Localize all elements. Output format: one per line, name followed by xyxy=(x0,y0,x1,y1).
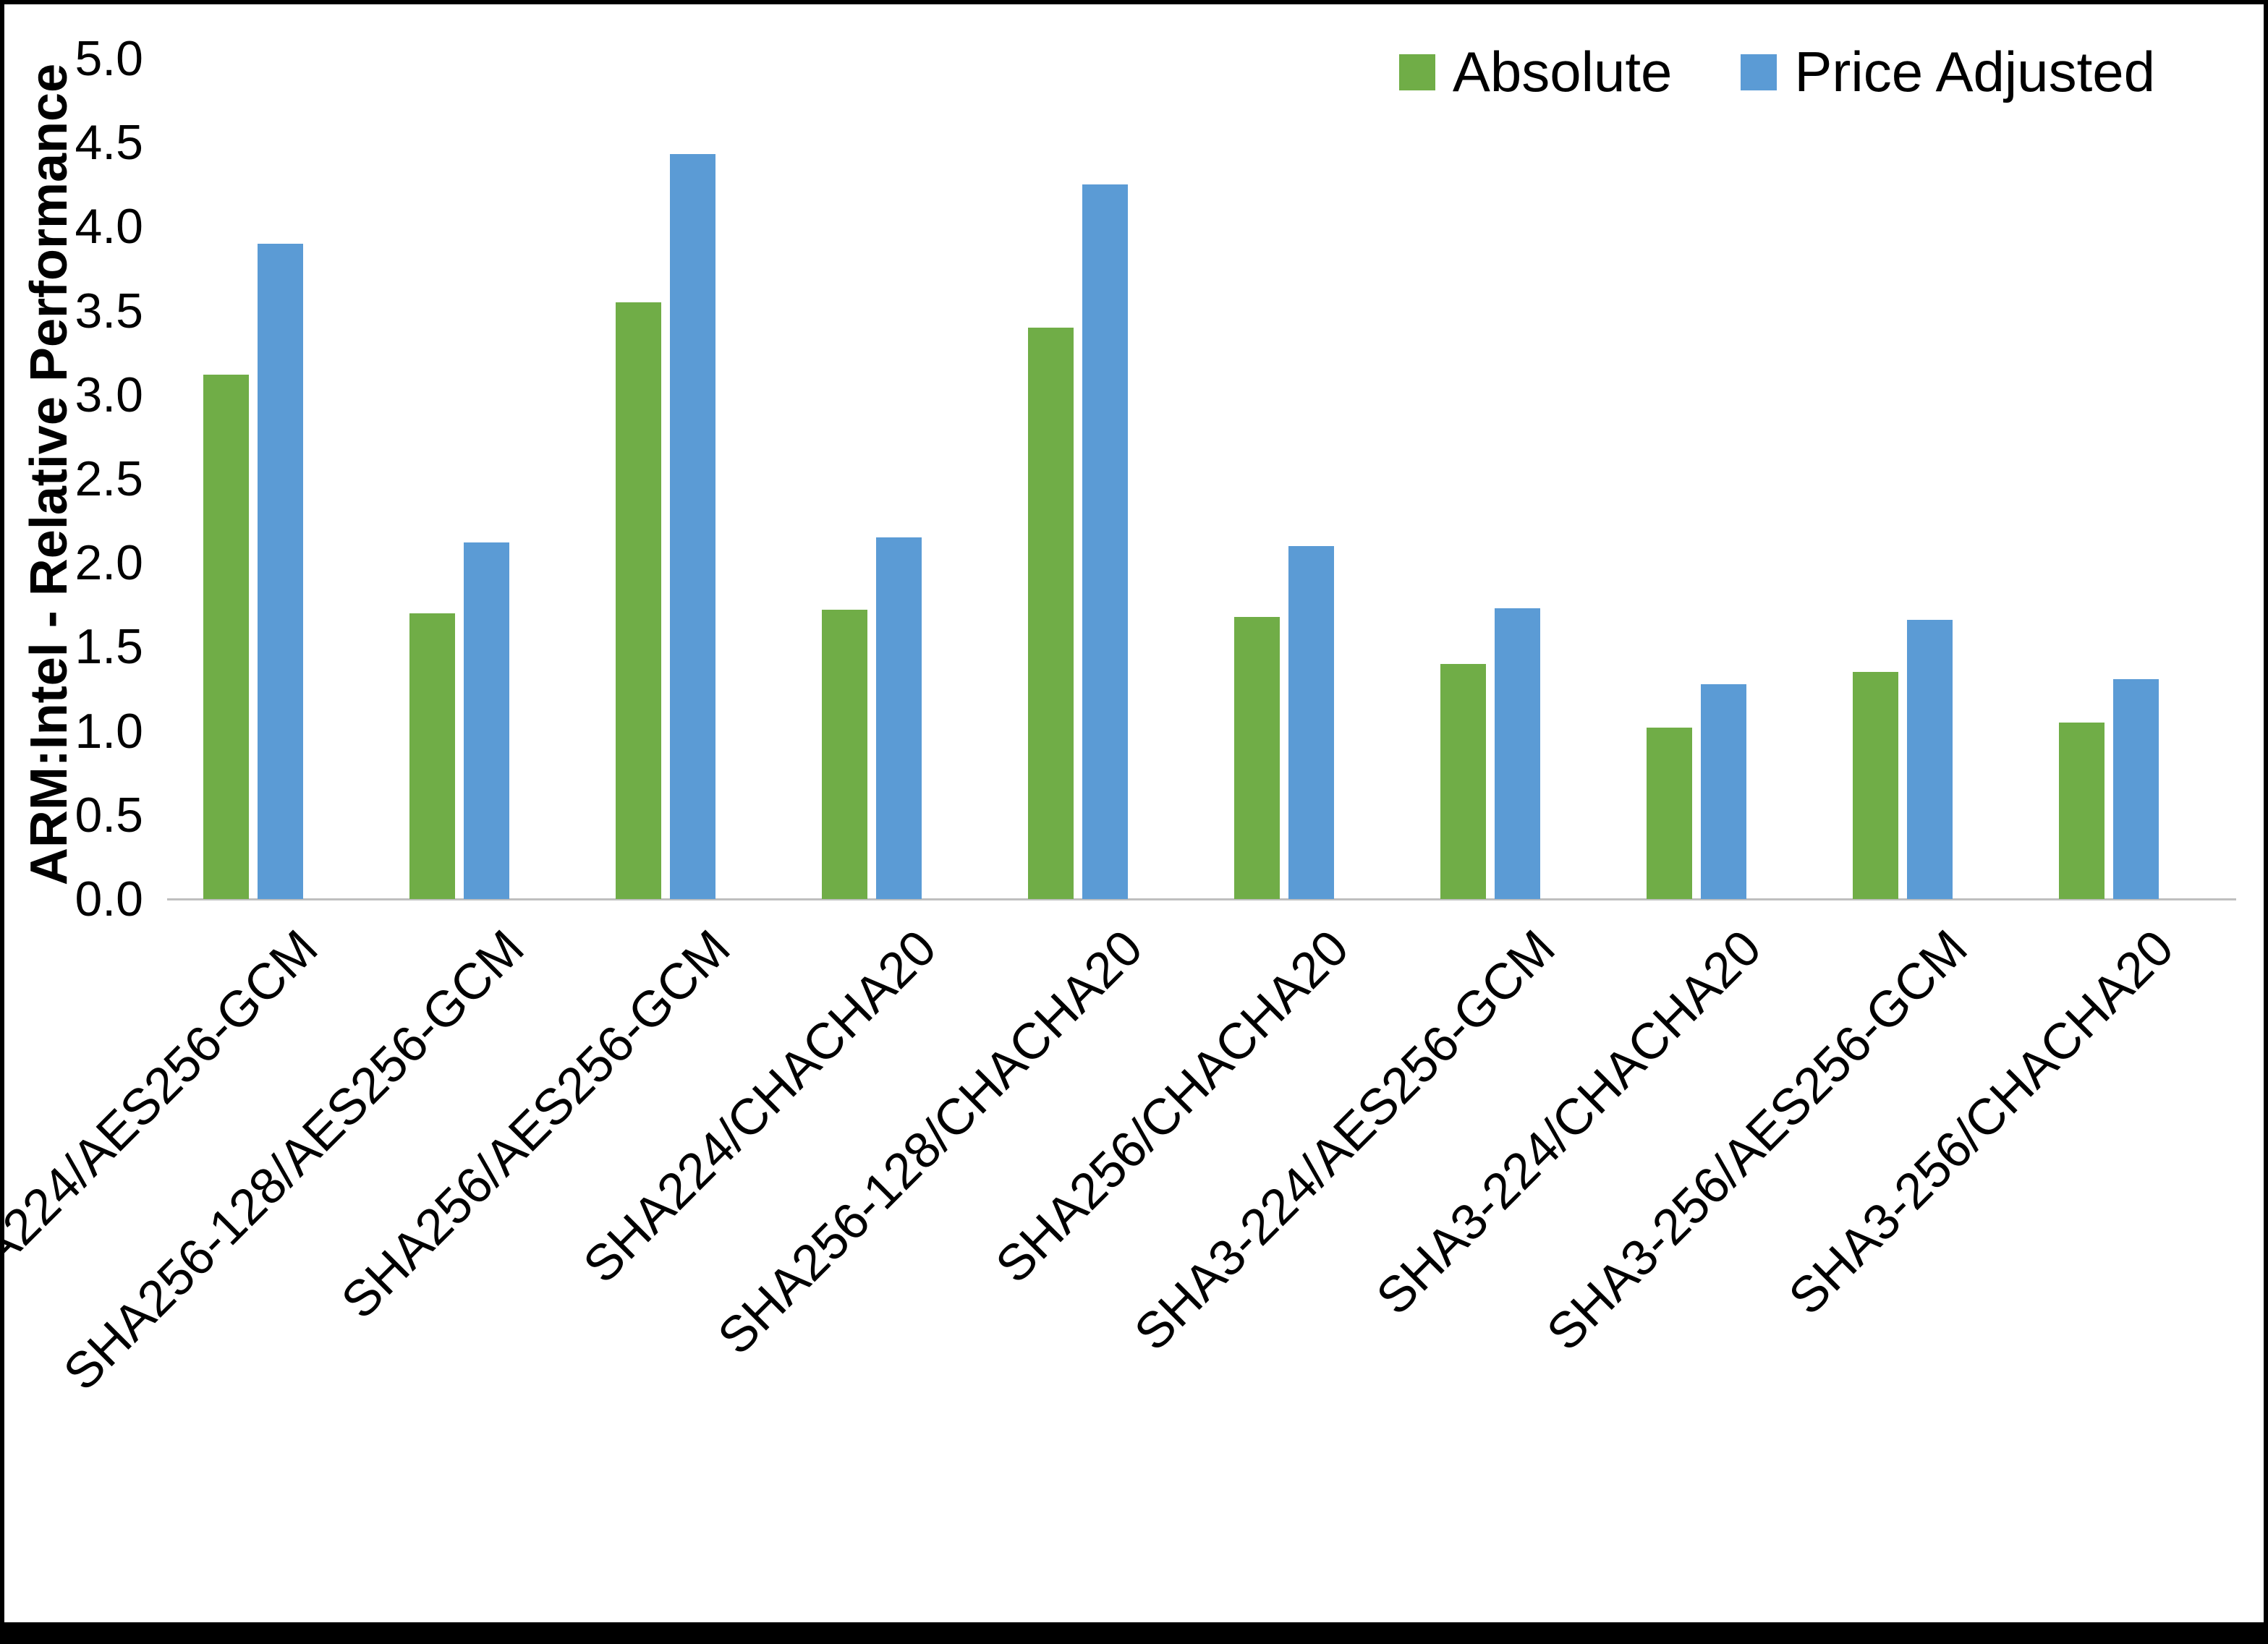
bar-absolute xyxy=(1647,727,1692,899)
bar-group xyxy=(999,59,1205,899)
bar-group xyxy=(1411,59,1618,899)
x-axis-line xyxy=(167,898,2236,900)
y-tick-label: 3.5 xyxy=(75,283,143,338)
x-axis-label: SHA3-256/AES256-GCM xyxy=(1535,919,1978,1361)
bar-group xyxy=(793,59,999,899)
y-tick-label: 2.5 xyxy=(75,451,143,506)
bar-price-adjusted xyxy=(1495,608,1540,899)
x-axis-labels: SHA224/AES256-GCM SHA256-128/AES256-GCM SH… xyxy=(4,913,2236,1593)
x-axis-label: SHA256-128/CHACHA20 xyxy=(707,919,1153,1366)
y-tick-label: 2.0 xyxy=(75,535,143,591)
x-axis-label: SHA3-224/AES256-GCM xyxy=(1123,919,1566,1361)
legend-label: Price Adjusted xyxy=(1794,40,2155,103)
bar-price-adjusted xyxy=(1288,545,1334,899)
y-tick-label: 1.0 xyxy=(75,703,143,759)
y-tick-label: 3.0 xyxy=(75,367,143,422)
bar-absolute xyxy=(203,374,249,899)
legend-item: Absolute xyxy=(1398,39,1673,105)
x-axis-label: SHA3-224/CHACHA20 xyxy=(1365,919,1772,1326)
bar-group xyxy=(1824,59,2030,899)
bar-group xyxy=(1618,59,1824,899)
legend-swatch-icon xyxy=(1398,54,1435,90)
bar-price-adjusted xyxy=(670,154,715,899)
bar-price-adjusted xyxy=(1082,184,1128,899)
legend-label: Absolute xyxy=(1452,40,1673,103)
bar-group xyxy=(381,59,587,899)
bar-price-adjusted xyxy=(876,537,922,899)
y-tick-label: 0.5 xyxy=(75,787,143,843)
bar-absolute xyxy=(1234,616,1280,899)
y-tick-label: 5.0 xyxy=(75,31,143,86)
legend-swatch-icon xyxy=(1741,54,1778,90)
y-tick-label: 0.0 xyxy=(75,872,143,927)
bar-group xyxy=(174,59,381,899)
bar-absolute xyxy=(1440,663,1486,899)
bar-price-adjusted xyxy=(2113,678,2159,899)
legend: Absolute Price Adjusted xyxy=(1398,39,2155,105)
bar-group xyxy=(587,59,793,899)
x-axis-label: SHA256/AES256-GCM xyxy=(330,919,741,1329)
legend-item: Price Adjusted xyxy=(1741,39,2155,105)
bar-group xyxy=(2030,59,2236,899)
x-axis-label: SHA224/CHACHA20 xyxy=(572,919,947,1294)
y-tick-label: 4.5 xyxy=(75,115,143,171)
y-axis-ticks: 5.0 4.5 4.0 3.5 3.0 2.5 2.0 1.5 1.0 0.5 0.0 xyxy=(4,34,143,924)
y-tick-label: 4.0 xyxy=(75,199,143,255)
bar-price-adjusted xyxy=(258,243,303,899)
x-axis-label: SHA3-256/CHACHA20 xyxy=(1778,919,2184,1326)
bar-price-adjusted xyxy=(464,542,509,899)
y-tick-label: 1.5 xyxy=(75,619,143,675)
bar-absolute xyxy=(2059,722,2105,899)
bar-absolute xyxy=(409,613,455,899)
bar-absolute xyxy=(822,610,867,899)
bar-price-adjusted xyxy=(1907,620,1953,899)
bar-group xyxy=(1205,59,1411,899)
bar-price-adjusted xyxy=(1701,683,1746,899)
bar-absolute xyxy=(616,302,661,899)
bar-absolute xyxy=(1853,672,1898,899)
plot-area xyxy=(167,59,2236,900)
bar-absolute xyxy=(1028,327,1074,899)
x-axis-label: SHA256/CHACHA20 xyxy=(985,919,1359,1294)
